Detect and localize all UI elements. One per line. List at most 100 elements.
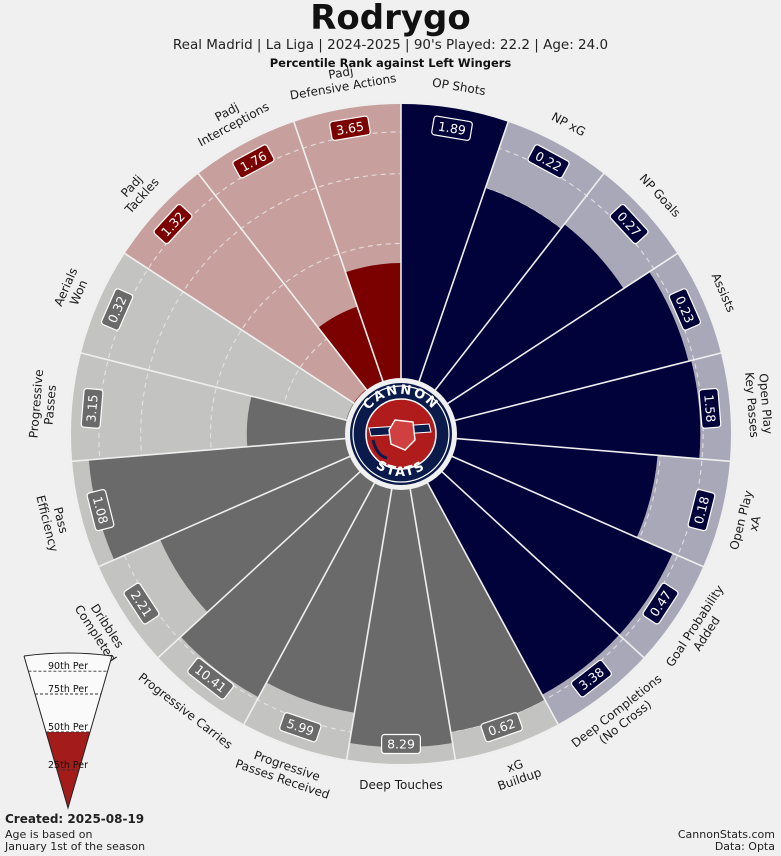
value-label-box	[609, 203, 649, 245]
value-label-box	[431, 115, 473, 141]
slice-separator	[450, 351, 724, 423]
logo-ring-line	[352, 385, 450, 483]
category-label-text: Open PlayKey Passes	[742, 370, 775, 438]
value-slice-op-shots	[401, 104, 509, 386]
value-label-box	[480, 712, 523, 743]
created-date: Created: 2025-08-19	[5, 812, 145, 826]
value-label-box	[187, 657, 234, 700]
value-label-box	[381, 733, 421, 755]
slice-separator	[345, 484, 394, 762]
value-label-text: 0.18	[691, 495, 712, 526]
value-label-box	[80, 387, 104, 429]
value-slice-pass-efficiency	[88, 438, 355, 560]
value-label-box	[153, 203, 193, 245]
value-slice-progressive-passes-received	[266, 478, 393, 713]
value-label-progressive-passes: 3.15	[80, 387, 104, 429]
cannon-icon	[368, 419, 432, 460]
slice-separator	[292, 119, 386, 387]
slice-separator	[451, 437, 732, 463]
category-label-np-xg: NP xG	[549, 110, 588, 140]
value-label-text: 1.08	[90, 495, 111, 526]
category-label-text: NP xG	[549, 110, 588, 140]
value-label-box	[668, 288, 702, 331]
value-label-box	[100, 288, 134, 331]
category-label-text: xGBuildup	[491, 752, 543, 793]
value-slice-open-play-xa	[447, 438, 658, 538]
category-label-xg-buildup: xGBuildup	[491, 752, 543, 794]
slice-separators	[68, 101, 734, 767]
value-label-open-play-key-passes: 1.58	[698, 387, 722, 429]
slice-separator	[78, 351, 352, 423]
value-slice-assists	[443, 271, 689, 422]
value-label-text: 3.65	[335, 119, 365, 138]
value-label-box	[527, 144, 570, 179]
slice-separator	[156, 467, 365, 660]
value-label-box	[86, 489, 115, 532]
outer-ring	[68, 101, 734, 767]
value-label-box	[698, 387, 722, 429]
slice-separator	[443, 251, 680, 407]
category-label-text: OP Shots	[431, 75, 487, 98]
legend-top-cap	[23, 652, 113, 657]
category-label-aerials-won: AerialsWon	[51, 266, 93, 314]
value-slices	[88, 104, 701, 748]
bg-slice-aerials-won	[81, 253, 359, 422]
chart-subtitle-percentile: Percentile Rank against Left Wingers	[269, 56, 512, 70]
value-label-padj-defensive-actions: 3.65	[329, 115, 371, 141]
value-label-box	[123, 582, 160, 625]
value-slice-np-goals	[432, 224, 624, 407]
category-label-text: PadjTackles	[111, 165, 162, 216]
category-label-text: PadjDefensive Actions	[287, 57, 398, 102]
chart-subtitle: Real Madrid | La Liga | 2024-2025 | 90's…	[172, 37, 609, 53]
age-note-line2: January 1st of the season	[5, 840, 146, 853]
age-note-line1: Age is based on	[5, 828, 93, 841]
value-label-deep-touches: 8.29	[381, 733, 421, 755]
value-slice-xg-buildup	[409, 478, 545, 732]
value-slice-progressive-passes	[246, 396, 352, 447]
value-label-text: 1.89	[437, 119, 467, 138]
slice-separator	[70, 437, 351, 463]
value-label-box	[279, 712, 322, 743]
value-label-op-shots: 1.89	[431, 115, 473, 141]
value-label-text: 3.15	[83, 394, 100, 423]
category-label-padj-defensive-actions: PadjDefensive Actions	[287, 57, 398, 103]
slice-separator	[96, 453, 355, 569]
category-label-text: PassEfficiency	[33, 490, 74, 553]
category-label-assists: Assists	[709, 271, 738, 314]
value-label-open-play-xa: 0.18	[687, 489, 716, 532]
value-slice-progressive-carries	[180, 468, 377, 698]
site-credit[interactable]: CannonStats.com	[677, 828, 775, 841]
category-label-padj-tackles: PadjTackles	[111, 165, 162, 217]
category-label-text: Deep Touches	[359, 778, 443, 792]
value-label-text: 1.58	[701, 394, 718, 423]
slice-separator	[424, 478, 560, 727]
chart-title: Rodrygo	[310, 0, 471, 38]
value-slice-dribbles-completed	[160, 454, 364, 613]
legend-label-50: 50th Per	[48, 722, 88, 733]
slice-separator	[447, 453, 706, 569]
category-label-deep-touches: Deep Touches	[359, 778, 443, 792]
bg-slice-padj-tackles	[124, 173, 370, 407]
logo-bottom-text: STATS	[373, 458, 428, 480]
value-slice-np-xg	[417, 187, 561, 394]
value-slice-padj-defensive-actions	[345, 263, 401, 386]
legend-label-25: 25th Per	[48, 760, 88, 771]
category-label-progressive-passes: ProgressivePasses	[26, 369, 60, 440]
category-label-text: Assists	[709, 271, 738, 314]
category-label-text: AerialsWon	[51, 266, 93, 314]
category-label-text: ProgressivePasses	[26, 369, 60, 440]
value-label-box	[687, 489, 716, 532]
slice-separator	[122, 251, 359, 407]
value-slice-deep-touches	[349, 484, 453, 748]
value-label-pass-efficiency: 1.08	[86, 489, 115, 532]
legend-label-75: 75th Per	[48, 684, 88, 695]
slice-separator	[242, 478, 378, 727]
slice-separator	[431, 171, 606, 395]
value-label-xg-buildup: 0.62	[480, 712, 523, 743]
slice-separator	[416, 119, 510, 387]
percentile-legend: 90th Per 75th Per 50th Per 25th Per	[23, 652, 113, 810]
category-label-pass-efficiency: PassEfficiency	[33, 490, 74, 553]
